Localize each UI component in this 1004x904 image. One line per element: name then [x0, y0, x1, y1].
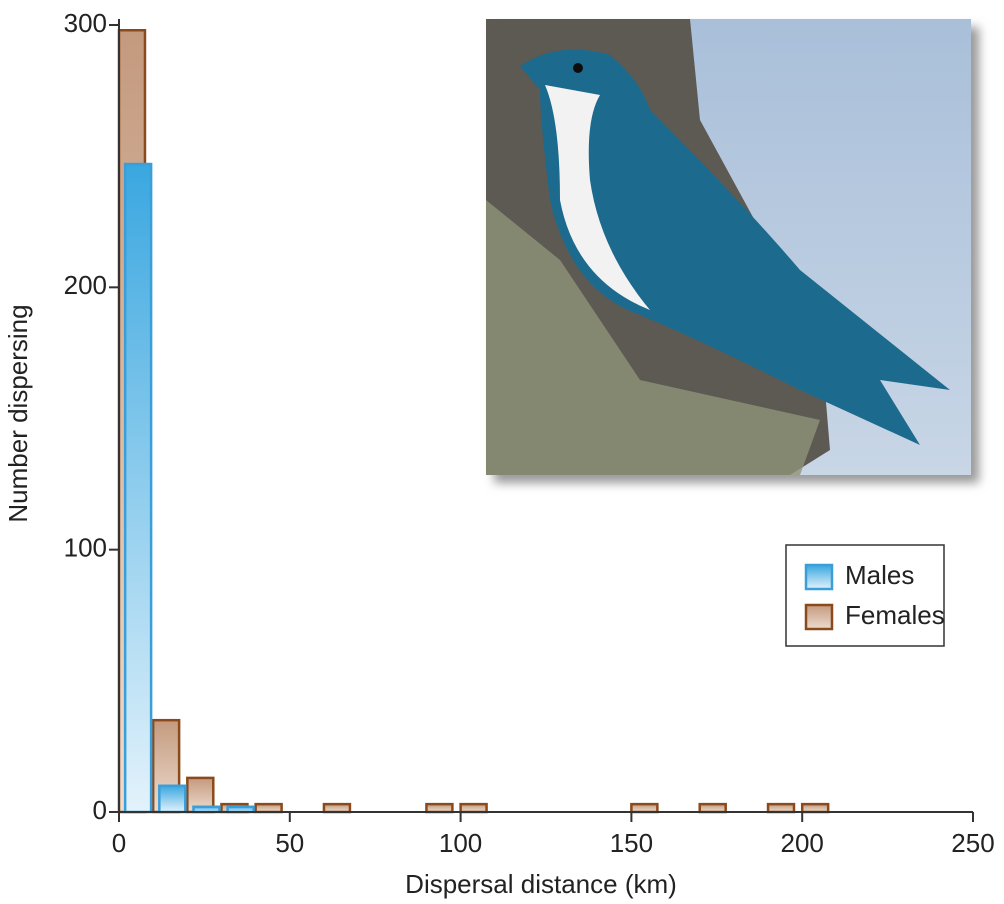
- bar: [254, 802, 283, 814]
- legend-swatch: [804, 603, 834, 631]
- bar: [322, 802, 352, 814]
- bar: [158, 784, 187, 814]
- plot-area: [117, 28, 830, 814]
- x-tick-label: 250: [951, 828, 994, 858]
- x-tick-label: 50: [275, 828, 304, 858]
- legend-label: Females: [845, 600, 945, 630]
- x-tick-label: 100: [439, 828, 482, 858]
- x-tick-label: 200: [781, 828, 824, 858]
- legend-swatch: [804, 563, 834, 591]
- bar: [459, 802, 488, 814]
- x-axis-label: Dispersal distance (km): [405, 869, 677, 899]
- bar: [800, 802, 830, 814]
- x-tick-label: 150: [610, 828, 653, 858]
- photo: [486, 19, 971, 475]
- legend-label: Males: [845, 560, 914, 590]
- bar: [425, 802, 454, 814]
- y-tick-label: 100: [64, 533, 107, 563]
- bar: [698, 802, 727, 814]
- y-tick-label: 200: [64, 270, 107, 300]
- bar: [630, 802, 659, 814]
- legend: Males Females: [785, 544, 945, 647]
- y-tick-label: 0: [93, 795, 107, 825]
- x-tick-label: 0: [112, 828, 126, 858]
- y-tick-label: 300: [64, 8, 107, 38]
- bar: [766, 802, 796, 814]
- bar: [123, 162, 153, 814]
- y-axis-label: Number dispersing: [3, 304, 33, 522]
